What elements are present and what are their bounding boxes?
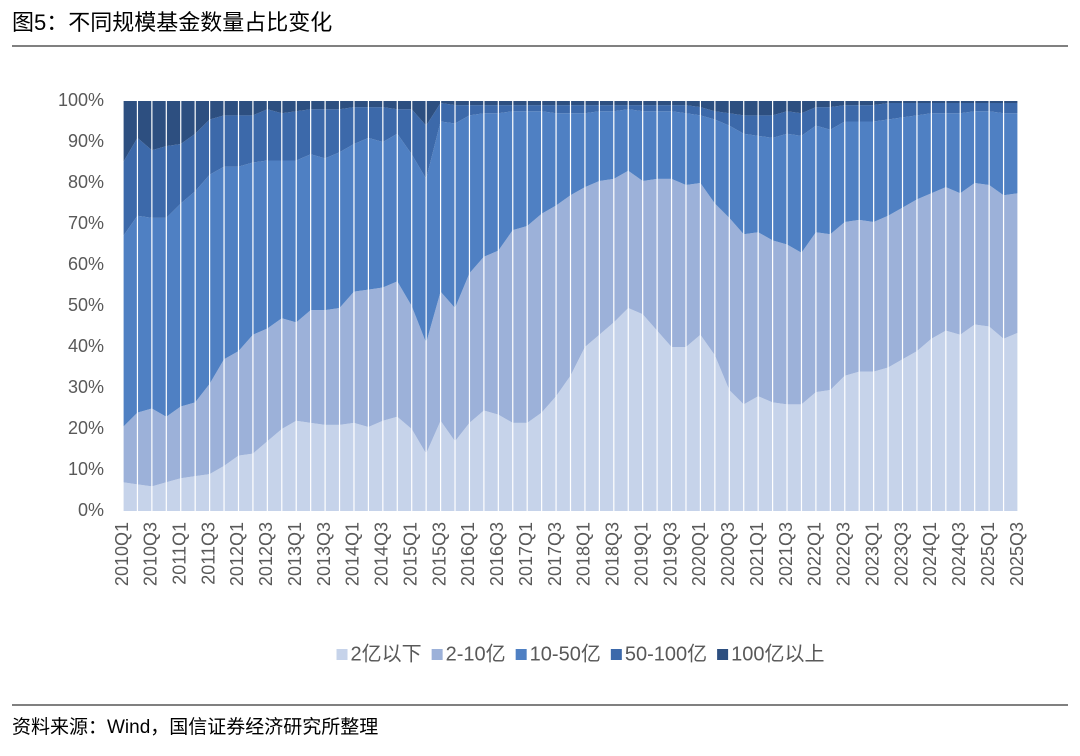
legend-label: 2亿以下 (351, 642, 422, 665)
x-tick-label: 2021Q3 (776, 522, 796, 586)
x-tick-label: 2013Q1 (285, 522, 305, 586)
x-tick-label: 2016Q1 (458, 522, 478, 586)
area (123, 101, 1018, 163)
x-tick-label: 2014Q3 (372, 522, 392, 586)
x-tick-label: 2025Q3 (1007, 522, 1027, 586)
y-tick-label: 70% (68, 213, 104, 233)
x-tick-label: 2019Q1 (631, 522, 651, 586)
y-tick-label: 90% (68, 131, 104, 151)
x-tick-label: 2024Q1 (920, 522, 940, 586)
x-tick-label: 2016Q3 (487, 522, 507, 586)
legend-swatch (610, 649, 622, 660)
source-note: 资料来源：Wind，国信证券经济研究所整理 (12, 716, 378, 738)
y-tick-label: 50% (68, 295, 104, 315)
chart-title: 图5：不同规模基金数量占比变化 (12, 10, 332, 35)
y-tick-label: 100% (58, 90, 104, 110)
x-tick-label: 2023Q1 (862, 522, 882, 586)
y-tick-label: 20% (68, 418, 104, 438)
x-tick-label: 2021Q1 (747, 522, 767, 586)
legend-label: 50-100亿 (625, 642, 707, 665)
legend-swatch (336, 649, 348, 660)
x-tick-label: 2013Q3 (314, 522, 334, 586)
y-tick-label: 40% (68, 336, 104, 356)
x-tick-label: 2011Q1 (169, 522, 189, 585)
y-tick-label: 30% (68, 377, 104, 397)
x-tick-label: 2022Q3 (834, 522, 854, 586)
x-tick-label: 2023Q3 (891, 522, 911, 586)
legend: 2亿以下 2-10亿 10-50亿 50-100亿 100亿以上 (336, 642, 824, 665)
plot-area: 0% 10% 20% 30% 40% 50% 60% 70% 80% 90% 100% 2010Q1 2… (58, 90, 1027, 586)
legend-label: 100亿以上 (731, 642, 824, 665)
y-tick-label: 80% (68, 172, 104, 192)
x-tick-label: 2014Q1 (343, 522, 363, 586)
x-tick-label: 2020Q3 (718, 522, 738, 586)
x-tick-label: 2025Q1 (978, 522, 998, 586)
y-tick-label: 10% (68, 459, 104, 479)
legend-swatch (431, 649, 443, 660)
legend-swatch (515, 649, 527, 660)
y-tick-label: 0% (78, 500, 104, 520)
x-tick-label: 2024Q3 (949, 522, 969, 586)
x-tick-label: 2010Q1 (112, 522, 132, 586)
x-tick-label: 2022Q1 (805, 522, 825, 586)
x-tick-label: 2015Q1 (400, 522, 420, 586)
legend-label: 10-50亿 (530, 642, 601, 665)
x-tick-label: 2019Q3 (660, 522, 680, 586)
x-tick-label: 2018Q1 (574, 522, 594, 586)
legend-label: 2-10亿 (446, 642, 506, 665)
x-tick-label: 2018Q3 (603, 522, 623, 586)
x-tick-label: 2015Q3 (429, 522, 449, 586)
x-tick-label: 2017Q1 (516, 522, 536, 586)
area (123, 109, 1018, 427)
x-tick-label: 2020Q1 (689, 522, 709, 586)
area (123, 103, 1018, 237)
x-tick-label: 2012Q3 (256, 522, 276, 586)
x-tick-label: 2012Q1 (227, 522, 247, 586)
x-tick-label: 2011Q3 (198, 522, 218, 585)
y-tick-label: 60% (68, 254, 104, 274)
legend-swatch (717, 649, 729, 660)
x-tick-label: 2017Q3 (545, 522, 565, 586)
x-tick-label: 2010Q3 (141, 522, 161, 586)
